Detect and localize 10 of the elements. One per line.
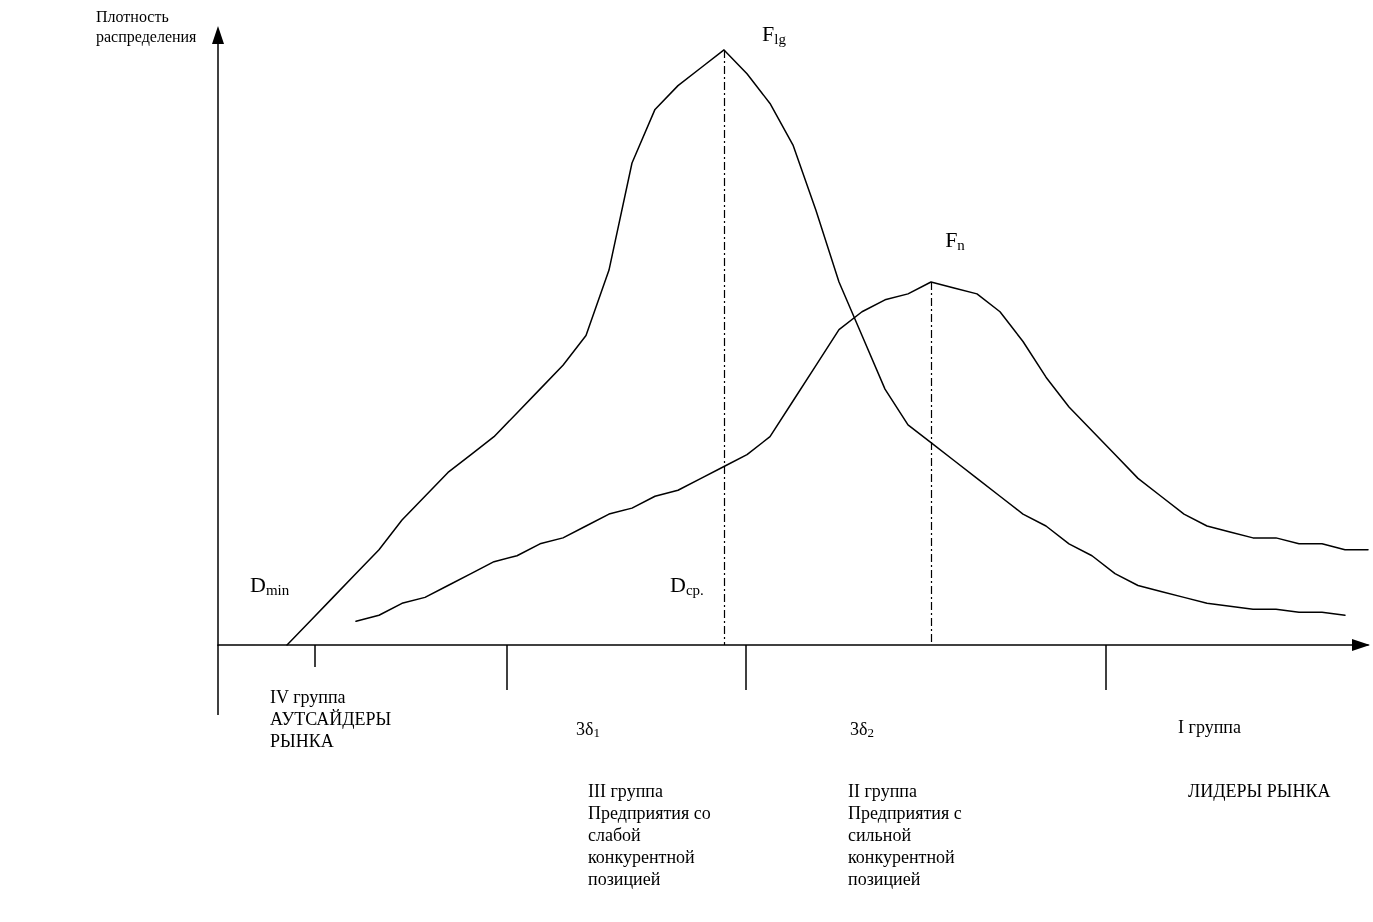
- text: IV группа АУТСАЙДЕРЫ РЫНКА: [270, 687, 392, 751]
- annotation: Dmin: [250, 572, 290, 598]
- text: I группа: [1178, 717, 1241, 737]
- series-label: Flg: [762, 21, 787, 47]
- text: II группа Предприятия с сильной конкурентной позицией: [848, 781, 962, 889]
- text: III группа Предприятия со слабой конкурентной позицией: [588, 781, 711, 889]
- series-label: Fn: [945, 227, 966, 253]
- annotation: Dcp.: [670, 572, 704, 598]
- y-axis-title: Плотность распределения: [96, 7, 198, 46]
- text: ЛИДЕРЫ РЫНКА: [1188, 781, 1331, 801]
